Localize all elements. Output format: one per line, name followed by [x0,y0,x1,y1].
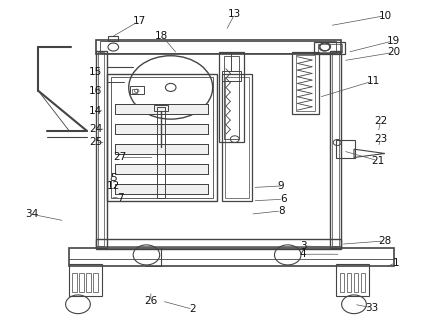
Text: 34: 34 [25,209,38,219]
Text: 9: 9 [278,181,284,191]
Text: 6: 6 [280,194,287,204]
Text: 28: 28 [378,236,392,246]
Text: 4: 4 [300,249,307,259]
Bar [336,264,369,296]
Bar [332,52,338,246]
Bar [336,140,355,158]
Bar [100,42,336,53]
Bar [72,273,77,291]
Bar [115,184,208,194]
Bar [292,52,319,114]
Bar [109,36,118,42]
Bar [154,105,168,112]
Text: 33: 33 [365,303,378,313]
Bar [93,273,98,291]
Text: 26: 26 [144,296,157,306]
Text: 2: 2 [190,304,196,314]
Bar [69,248,394,266]
Bar [115,164,208,174]
Text: 17: 17 [133,16,147,26]
Bar [222,74,253,201]
Text: 25: 25 [89,137,102,147]
Bar [222,71,241,81]
Bar [225,77,249,198]
Bar [224,56,239,139]
Text: 1: 1 [392,258,399,268]
Text: 24: 24 [89,124,102,134]
Bar [347,273,351,291]
Bar [219,52,244,142]
Text: 5: 5 [110,173,117,183]
Bar [354,273,358,291]
Bar [130,86,144,94]
Text: 12: 12 [107,181,120,191]
Bar [96,239,341,249]
Bar [96,40,341,54]
Text: 7: 7 [117,193,123,203]
Text: 20: 20 [387,48,400,57]
Bar [115,144,208,154]
Text: 14: 14 [89,106,102,116]
Bar [314,43,345,54]
Bar [115,144,208,154]
Bar [69,264,102,296]
Bar [115,124,208,134]
Text: 3: 3 [300,241,307,251]
Bar [107,74,217,201]
Bar [96,51,107,248]
Bar [86,273,91,291]
Text: 18: 18 [155,31,168,41]
Bar [115,104,208,114]
Text: 11: 11 [367,76,381,86]
Bar [115,124,208,134]
Text: 8: 8 [278,206,284,216]
Text: 21: 21 [372,156,385,166]
Bar [157,108,165,198]
Bar [361,273,365,291]
Text: 13: 13 [228,9,241,19]
Bar [111,77,213,198]
Bar [115,164,208,174]
Bar [295,55,315,112]
Text: 22: 22 [374,116,387,126]
Bar [115,104,208,114]
Bar [330,51,341,248]
Bar [115,184,208,194]
Text: 19: 19 [387,36,400,46]
Text: 27: 27 [113,152,127,162]
Text: 16: 16 [89,86,102,96]
Bar [98,52,105,246]
Text: 15: 15 [89,67,102,77]
Text: 10: 10 [378,11,392,21]
Bar [340,273,344,291]
Bar [132,89,137,93]
Bar [318,44,342,52]
Bar [79,273,84,291]
Text: 23: 23 [374,134,387,144]
